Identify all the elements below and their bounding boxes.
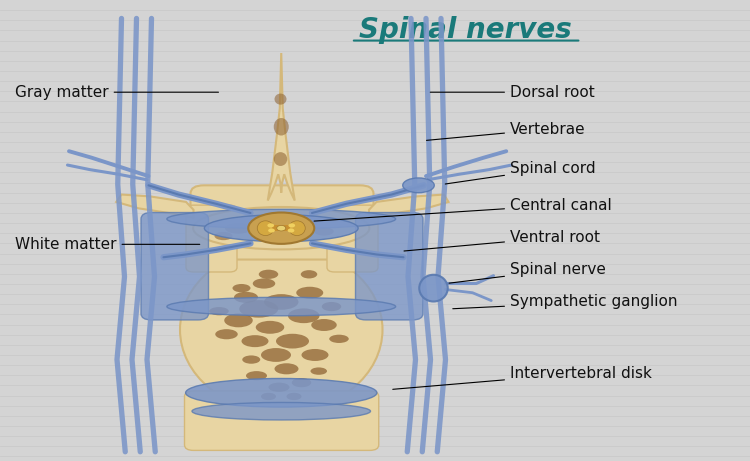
Polygon shape (268, 53, 295, 201)
Ellipse shape (289, 221, 305, 236)
FancyBboxPatch shape (356, 213, 423, 320)
Ellipse shape (329, 335, 349, 343)
Ellipse shape (257, 221, 274, 236)
Ellipse shape (301, 270, 317, 278)
Ellipse shape (242, 335, 268, 347)
FancyBboxPatch shape (190, 185, 374, 260)
Ellipse shape (261, 348, 291, 362)
Ellipse shape (264, 294, 298, 310)
Circle shape (288, 228, 294, 232)
Ellipse shape (253, 278, 275, 289)
Ellipse shape (166, 297, 396, 316)
Ellipse shape (246, 371, 267, 380)
Ellipse shape (192, 402, 370, 420)
Ellipse shape (286, 393, 302, 400)
Text: Sympathetic ganglion: Sympathetic ganglion (453, 295, 677, 309)
Ellipse shape (302, 349, 328, 361)
Ellipse shape (248, 213, 314, 244)
Text: Gray matter: Gray matter (15, 85, 218, 100)
Text: Vertebrae: Vertebrae (427, 122, 586, 140)
Ellipse shape (224, 313, 253, 327)
Text: Spinal nerve: Spinal nerve (449, 262, 606, 283)
FancyBboxPatch shape (186, 205, 237, 272)
Circle shape (267, 223, 274, 228)
Ellipse shape (194, 207, 369, 249)
Ellipse shape (268, 383, 290, 392)
FancyBboxPatch shape (141, 213, 208, 320)
Ellipse shape (274, 94, 286, 105)
Ellipse shape (296, 287, 323, 299)
Circle shape (268, 228, 274, 232)
Ellipse shape (274, 118, 289, 136)
Ellipse shape (256, 321, 284, 334)
Text: Intervertebral disk: Intervertebral disk (393, 366, 652, 389)
Ellipse shape (204, 215, 358, 242)
Ellipse shape (214, 232, 232, 240)
Ellipse shape (259, 270, 278, 279)
Ellipse shape (311, 319, 337, 331)
Ellipse shape (310, 367, 327, 375)
Ellipse shape (419, 275, 448, 301)
FancyBboxPatch shape (184, 391, 379, 450)
Polygon shape (116, 195, 194, 218)
Text: Central canal: Central canal (314, 198, 612, 221)
Ellipse shape (215, 329, 238, 339)
Ellipse shape (292, 378, 311, 387)
Text: Ventral root: Ventral root (404, 230, 600, 251)
Ellipse shape (274, 363, 298, 374)
Text: Dorsal root: Dorsal root (430, 85, 595, 100)
Ellipse shape (274, 152, 287, 166)
Ellipse shape (250, 216, 272, 225)
Ellipse shape (166, 209, 396, 229)
FancyBboxPatch shape (327, 205, 378, 272)
Circle shape (288, 223, 295, 228)
Ellipse shape (261, 393, 276, 400)
Circle shape (277, 225, 286, 231)
Ellipse shape (225, 223, 252, 234)
Ellipse shape (186, 378, 376, 407)
Polygon shape (369, 195, 448, 218)
Ellipse shape (239, 300, 278, 318)
Text: White matter: White matter (15, 237, 200, 252)
Ellipse shape (403, 178, 434, 193)
Ellipse shape (272, 228, 296, 238)
Ellipse shape (242, 355, 260, 364)
Bar (272, 225, 290, 231)
Ellipse shape (232, 284, 250, 292)
Ellipse shape (209, 307, 229, 315)
Ellipse shape (234, 292, 258, 303)
Ellipse shape (288, 308, 320, 323)
Text: Spinal cord: Spinal cord (446, 161, 596, 184)
Ellipse shape (276, 334, 309, 349)
Ellipse shape (322, 302, 341, 311)
Ellipse shape (295, 219, 317, 228)
Ellipse shape (314, 227, 334, 236)
Ellipse shape (180, 247, 382, 413)
Text: Spinal nerves: Spinal nerves (358, 16, 572, 44)
